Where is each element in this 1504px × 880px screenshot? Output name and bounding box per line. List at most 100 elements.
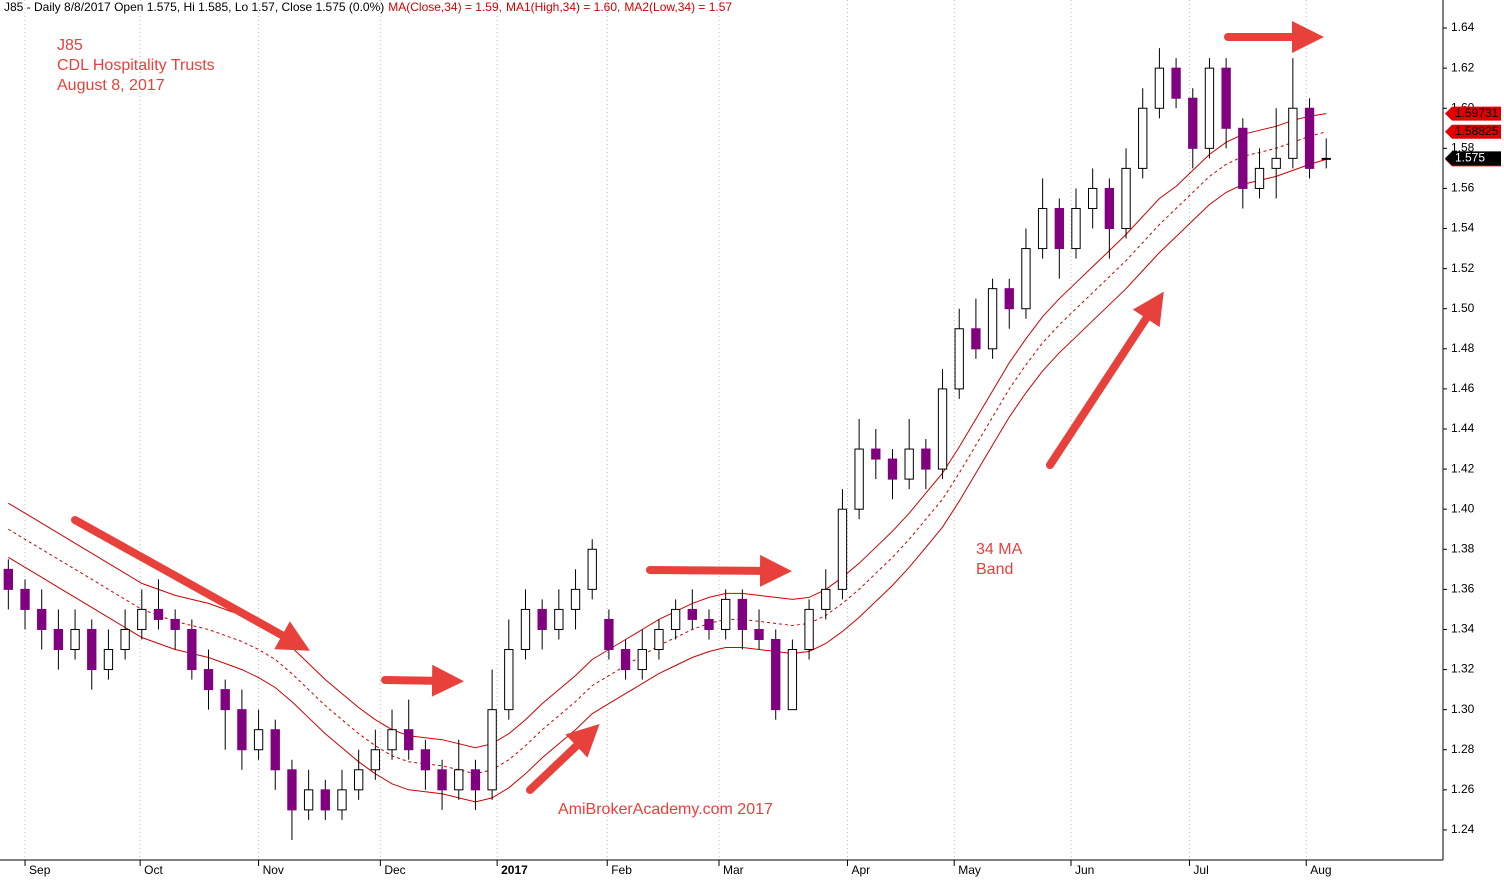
candle-body: [137, 608, 147, 630]
candle-body: [1221, 67, 1231, 129]
candle-body: [37, 608, 47, 630]
candle-body: [1304, 107, 1315, 169]
candle-body: [437, 769, 447, 791]
candle-body: [620, 649, 631, 671]
candle-body: [1271, 157, 1281, 169]
y-tick-label: 1.52: [1451, 261, 1475, 275]
candle-body: [370, 749, 381, 771]
candle-body: [837, 508, 848, 590]
y-tick-label: 1.30: [1451, 702, 1475, 716]
value-marker-label: 1.59731: [1455, 106, 1499, 120]
candle-body: [170, 618, 180, 630]
candle-body: [120, 628, 130, 651]
value-marker-box: [1445, 124, 1501, 139]
y-tick-label: 1.50: [1451, 301, 1475, 315]
x-tick-label: Mar: [723, 863, 744, 877]
x-tick-label: Jul: [1193, 863, 1208, 877]
candle-body: [470, 769, 481, 791]
candle-body: [103, 649, 114, 671]
annotation: J85: [57, 37, 83, 54]
candle-body: [504, 649, 514, 711]
candle-body: [387, 729, 397, 751]
candle-body: [253, 729, 264, 751]
header: J85 - Daily 8/8/2017 Open 1.575, Hi 1.58…: [4, 0, 384, 14]
annotation: AmiBrokerAcademy.com 2017: [558, 801, 773, 818]
candle-body: [1154, 67, 1165, 109]
annotation: 34 MA: [976, 541, 1023, 558]
y-tick-label: 1.34: [1451, 622, 1475, 636]
candle-body: [654, 628, 664, 651]
candle-body: [637, 649, 647, 671]
candle-body: [604, 618, 614, 651]
candle-body: [1188, 97, 1198, 149]
candle-body: [1037, 207, 1048, 250]
candle-body: [187, 628, 197, 671]
y-tick-label: 1.48: [1451, 341, 1475, 355]
y-tick-label: 1.42: [1451, 461, 1475, 475]
candle-body: [237, 709, 247, 751]
value-marker-box: [1445, 151, 1501, 166]
y-tick-label: 1.36: [1451, 582, 1475, 596]
candle-body: [353, 769, 364, 791]
candle-body: [1021, 248, 1031, 310]
candle-body: [921, 448, 931, 470]
y-tick-label: 1.58: [1451, 141, 1475, 155]
candle-body: [804, 608, 814, 651]
candle-body: [1138, 107, 1148, 169]
candle-body: [704, 618, 714, 630]
y-tick-label: 1.28: [1451, 742, 1475, 756]
candle-body: [404, 729, 414, 751]
x-tick-label: Jun: [1075, 863, 1094, 877]
candle-body: [337, 789, 347, 811]
candle-body: [420, 749, 431, 771]
ma-line: [8, 158, 1327, 803]
y-tick-label: 1.32: [1451, 662, 1475, 676]
candle-body: [721, 598, 731, 630]
ma-line: [8, 113, 1327, 749]
x-tick-label: Aug: [1310, 863, 1331, 877]
x-tick-label: 2017: [501, 863, 528, 877]
candle-body: [670, 608, 681, 630]
arrow: [71, 516, 310, 651]
candle-body: [1204, 67, 1215, 149]
candle-body: [971, 328, 981, 350]
x-tick-label: Feb: [611, 863, 632, 877]
candle-body: [1288, 107, 1298, 159]
header-ma: MA(Close,34) = 1.59,: [388, 0, 502, 14]
candle-body: [954, 328, 964, 390]
candle-body: [70, 628, 80, 651]
candle-body: [520, 608, 531, 651]
candle-body: [1054, 207, 1064, 250]
candle-body: [587, 548, 597, 590]
candle-body: [887, 458, 898, 480]
y-tick-label: 1.56: [1451, 181, 1475, 195]
candle-body: [1121, 167, 1131, 230]
x-tick-label: May: [958, 863, 981, 877]
arrow: [381, 664, 464, 697]
y-tick-label: 1.64: [1451, 20, 1475, 34]
x-tick-label: Dec: [384, 863, 405, 877]
y-tick-label: 1.24: [1451, 822, 1475, 836]
candle-body: [1004, 288, 1014, 310]
candle-body: [287, 769, 297, 811]
candle-body: [821, 588, 831, 610]
candle-body: [303, 789, 314, 811]
arrow: [526, 723, 600, 794]
candle-body: [537, 608, 547, 630]
candle-body: [754, 628, 764, 640]
value-marker: 1.58825: [1445, 124, 1501, 139]
candle-body: [787, 649, 798, 711]
y-tick-label: 1.40: [1451, 501, 1475, 515]
annotation: Band: [976, 561, 1013, 578]
candle-body: [203, 669, 214, 691]
ma-line: [8, 131, 1327, 775]
candle-body: [937, 388, 948, 470]
y-tick-label: 1.62: [1451, 60, 1475, 74]
y-tick-label: 1.26: [1451, 782, 1475, 796]
candle-body: [554, 608, 564, 630]
candle-body: [737, 598, 748, 630]
